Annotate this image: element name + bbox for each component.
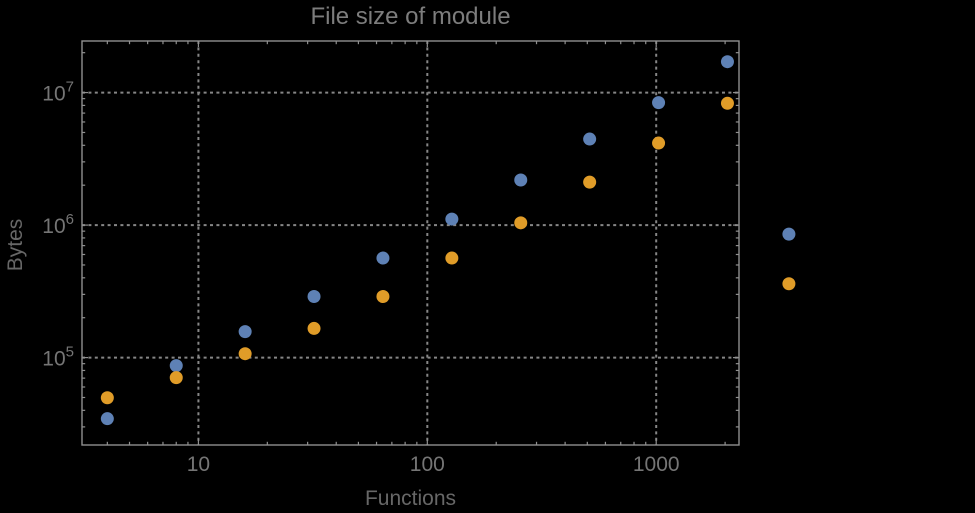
y-tick-label-100000: 105 bbox=[42, 344, 74, 371]
x-tick-label-100: 100 bbox=[410, 453, 445, 476]
chart-title: File size of module bbox=[310, 3, 511, 30]
data-point-series-blue-x4 bbox=[100, 412, 114, 426]
data-point-series-orange-x3800 bbox=[782, 277, 796, 291]
data-point-series-blue-x64 bbox=[376, 251, 390, 265]
data-point-series-blue-x16 bbox=[238, 325, 252, 339]
data-point-series-blue-x128 bbox=[445, 212, 459, 226]
data-point-series-orange-x64 bbox=[376, 290, 390, 304]
data-point-series-orange-x1024 bbox=[652, 136, 666, 150]
data-point-series-orange-x512 bbox=[583, 175, 597, 189]
plot-frame bbox=[81, 40, 740, 446]
x-tick-label-1000: 1000 bbox=[633, 453, 680, 476]
data-point-series-orange-x8 bbox=[169, 371, 183, 385]
data-point-series-blue-x2048 bbox=[720, 55, 734, 69]
data-point-series-blue-x8 bbox=[169, 359, 183, 373]
data-point-series-blue-x3800 bbox=[782, 227, 796, 241]
y-tick-label-10000000: 107 bbox=[42, 79, 74, 106]
data-point-series-orange-x4 bbox=[100, 391, 114, 405]
data-point-series-orange-x32 bbox=[307, 321, 321, 335]
data-point-series-blue-x256 bbox=[514, 173, 528, 187]
y-tick-label-1000000: 106 bbox=[42, 211, 74, 238]
data-point-series-blue-x32 bbox=[307, 290, 321, 304]
y-axis-label: Bytes bbox=[4, 218, 27, 272]
data-point-series-orange-x16 bbox=[238, 347, 252, 361]
data-point-series-orange-x128 bbox=[445, 251, 459, 265]
data-point-series-blue-x1024 bbox=[652, 96, 666, 110]
data-point-series-orange-x256 bbox=[514, 216, 528, 230]
x-axis-label: Functions bbox=[364, 487, 457, 510]
data-point-series-blue-x512 bbox=[583, 132, 597, 146]
data-point-series-orange-x2048 bbox=[720, 96, 734, 110]
x-tick-label-10: 10 bbox=[187, 453, 210, 476]
